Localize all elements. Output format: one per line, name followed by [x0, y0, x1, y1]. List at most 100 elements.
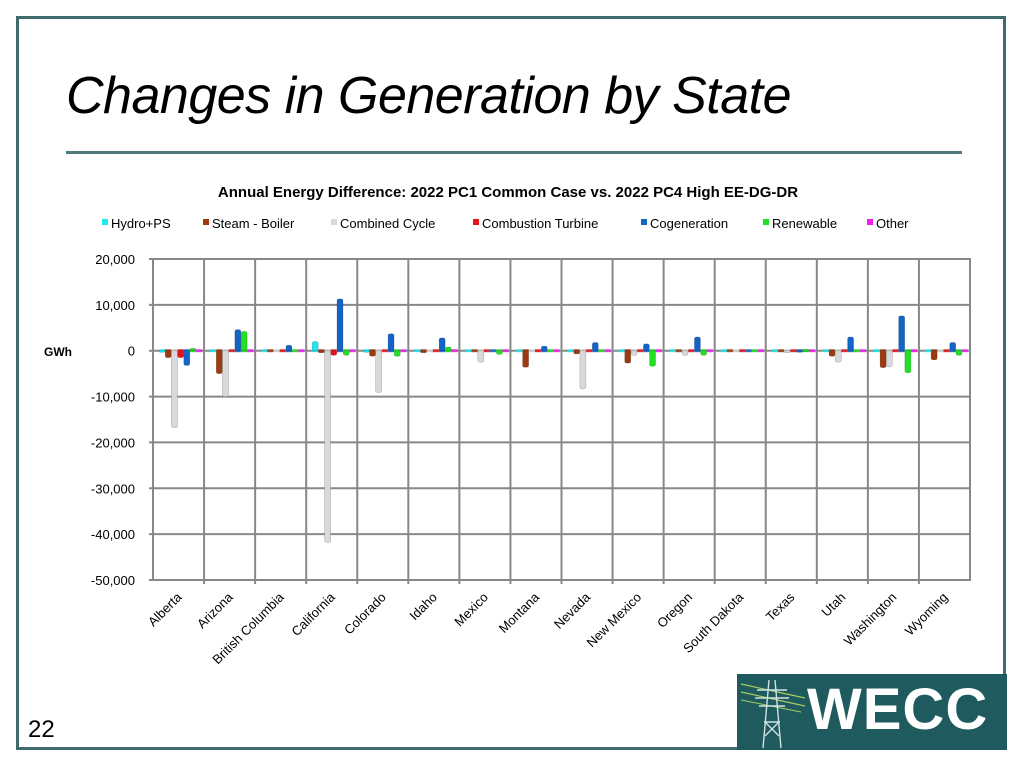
bar-cogeneration: [694, 336, 701, 352]
bar-steam-boiler: [420, 350, 427, 354]
baseline-marker: [426, 349, 433, 353]
baseline-marker: [516, 349, 523, 353]
bar-combined-cycle: [681, 350, 689, 356]
x-tick-label: California: [288, 589, 338, 639]
bar-renewable: [240, 331, 248, 352]
baseline-marker: [822, 349, 829, 353]
bar-hydro-ps: [362, 349, 370, 353]
baseline-marker: [911, 349, 918, 353]
bar-combined-cycle: [579, 350, 587, 390]
baseline-marker: [502, 349, 509, 353]
x-tick-label: Montana: [496, 589, 543, 636]
baseline-marker: [604, 349, 611, 353]
baseline-marker: [733, 349, 740, 353]
baseline-marker: [860, 349, 867, 353]
bar-cogeneration: [591, 342, 599, 352]
bar-cogeneration: [234, 329, 242, 352]
x-tick-label: Nevada: [551, 589, 594, 632]
baseline-marker: [853, 349, 860, 353]
page-number: 22: [28, 716, 55, 743]
baseline-marker: [873, 349, 880, 353]
bar-combined-cycle: [222, 350, 229, 397]
baseline-marker: [739, 349, 746, 353]
baseline-marker: [483, 349, 490, 353]
baseline-marker: [726, 349, 733, 353]
bar-steam-boiler: [573, 350, 581, 355]
baseline-marker: [190, 349, 196, 353]
bar-hydro-ps: [158, 349, 166, 353]
baseline-marker: [261, 349, 268, 353]
baseline-marker: [400, 349, 407, 353]
logo-text: WECC: [807, 677, 989, 742]
baseline-marker: [298, 349, 305, 353]
legend: Hydro+PS Steam - Boiler Combined Cycle Comb…: [102, 216, 909, 231]
baseline-marker: [937, 349, 944, 353]
x-tick-label: Arizona: [194, 589, 236, 631]
baseline-marker: [547, 349, 554, 353]
baseline-marker: [553, 349, 560, 353]
baseline-marker: [751, 349, 758, 353]
legend-label: Renewable: [772, 216, 837, 231]
baseline-marker: [388, 349, 395, 353]
bar-steam-boiler: [318, 350, 325, 354]
legend-label: Hydro+PS: [111, 216, 171, 231]
baseline-marker: [567, 349, 574, 353]
bar-renewable: [445, 346, 452, 352]
baseline-marker: [618, 349, 625, 353]
bar-combustion-turbine: [330, 350, 338, 356]
bar-renewable: [189, 348, 197, 352]
bar-cogeneration: [285, 344, 293, 352]
legend-swatch: [641, 219, 647, 225]
bar-renewable: [700, 350, 707, 356]
baseline-marker: [292, 349, 299, 353]
baseline-marker: [637, 349, 644, 353]
bar-steam-boiler: [828, 350, 836, 357]
legend-label: Combined Cycle: [340, 216, 435, 231]
x-tick-label: Washington: [841, 590, 900, 649]
title-divider: [66, 151, 962, 154]
bar-combustion-turbine: [177, 350, 184, 358]
bar-steam-boiler: [164, 350, 172, 358]
baseline-marker: [228, 349, 235, 353]
bar-combined-cycle: [783, 350, 791, 354]
bar-cogeneration: [540, 345, 548, 352]
y-axis: 20,000 10,000 0 -10,000 -20,000 -30,000 -40,00…: [91, 252, 135, 588]
baseline-marker: [949, 349, 956, 353]
baseline-marker: [655, 349, 662, 353]
legend-swatch: [867, 219, 873, 225]
legend-label: Cogeneration: [650, 216, 728, 231]
grid: [149, 258, 971, 584]
x-tick-label: Idaho: [406, 590, 440, 624]
x-tick-label: Colorado: [341, 590, 389, 638]
baseline-marker: [808, 349, 815, 353]
baseline-marker: [349, 349, 356, 353]
x-tick-label: Mexico: [451, 590, 491, 630]
y-tick-label: -40,000: [91, 527, 135, 542]
legend-swatch: [473, 219, 479, 225]
baseline-marker: [962, 349, 969, 353]
baseline-marker: [669, 349, 676, 353]
bar-cogeneration: [438, 337, 446, 352]
legend-label: Steam - Boiler: [212, 216, 295, 231]
legend-swatch: [763, 219, 769, 225]
bar-combined-cycle: [324, 350, 331, 543]
bar-hydro-ps: [311, 341, 319, 352]
baseline-marker: [535, 349, 542, 353]
legend-label: Combustion Turbine: [482, 216, 598, 231]
bar-combined-cycle: [477, 350, 485, 363]
baseline-marker: [757, 349, 764, 353]
bar-steam-boiler: [879, 350, 887, 368]
bar-renewable: [342, 350, 350, 356]
y-tick-label: 20,000: [95, 252, 135, 267]
bar-steam-boiler: [369, 350, 376, 357]
x-tick-label: Wyoming: [902, 590, 951, 639]
baseline-marker: [471, 349, 478, 353]
bar-cogeneration: [643, 343, 650, 352]
legend-swatch: [331, 219, 337, 225]
baseline-marker: [414, 349, 421, 353]
bar-steam-boiler: [522, 350, 529, 368]
y-tick-label: -20,000: [91, 435, 135, 450]
baseline-marker: [790, 349, 797, 353]
y-axis-label: GWh: [44, 345, 72, 359]
